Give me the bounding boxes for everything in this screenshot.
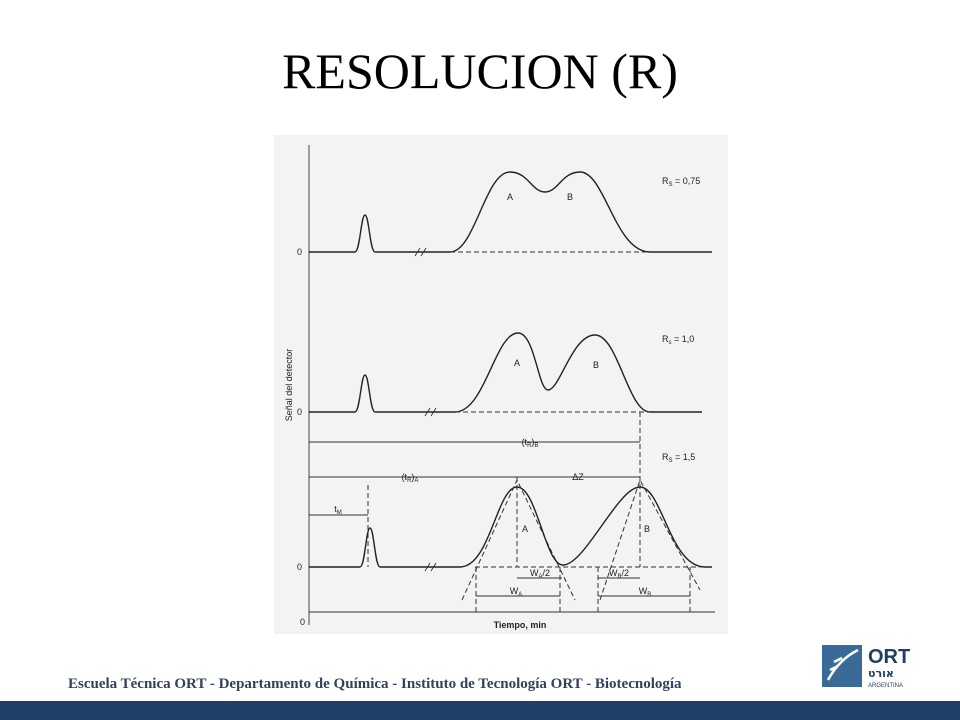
x-axis-label: Tiempo, min xyxy=(494,620,547,630)
annotation: WB/2 xyxy=(609,568,629,580)
resolution-label: RS = 0,75 xyxy=(662,176,700,188)
zero-label: 0 xyxy=(297,407,302,417)
zero-label: 0 xyxy=(300,617,305,627)
axis-break xyxy=(424,562,437,572)
y-axis-label: Señal del detector xyxy=(284,349,294,422)
peak-label: B xyxy=(593,360,599,370)
logo-hebrew: אורט xyxy=(868,667,894,680)
width-guides xyxy=(475,567,691,615)
resolution-label: RS = 1,5 xyxy=(662,452,695,464)
annotation: WA/2 xyxy=(530,568,550,580)
axis-break xyxy=(414,247,427,257)
resolution-label: Rs = 1,0 xyxy=(662,334,694,346)
logo-wheat xyxy=(826,648,859,681)
annotation: ΔZ xyxy=(572,472,584,482)
figure: Señal del detector Tiempo, min 0 0 0 0 A… xyxy=(274,135,728,634)
logo-country: ARGENTINA xyxy=(868,683,903,689)
annotation: tM xyxy=(334,504,342,516)
zero-label: 0 xyxy=(297,247,302,257)
peak-label: A xyxy=(522,524,528,534)
peak-label: B xyxy=(567,192,573,202)
annotation: WB xyxy=(639,586,652,598)
chromatogram xyxy=(309,332,702,413)
annotation: WA xyxy=(510,586,523,598)
peak-label: A xyxy=(507,192,513,202)
peak-label: A xyxy=(514,358,520,368)
peak-label: B xyxy=(644,524,650,534)
tangent-lines xyxy=(461,478,701,601)
zero-label: 0 xyxy=(297,562,302,572)
footer-text: Escuela Técnica ORT - Departamento de Qu… xyxy=(68,676,682,692)
slide-title: RESOLUCION (R) xyxy=(282,43,678,99)
logo: ORT אורט ARGENTINA xyxy=(822,645,910,689)
footer-bar xyxy=(0,701,960,720)
logo-name: ORT xyxy=(868,646,910,668)
axis-break xyxy=(424,407,437,417)
annotation: (tR)B xyxy=(522,437,539,449)
chromatogram xyxy=(309,171,712,253)
annotation: (tR)A xyxy=(402,472,419,484)
figure-background xyxy=(274,135,728,634)
